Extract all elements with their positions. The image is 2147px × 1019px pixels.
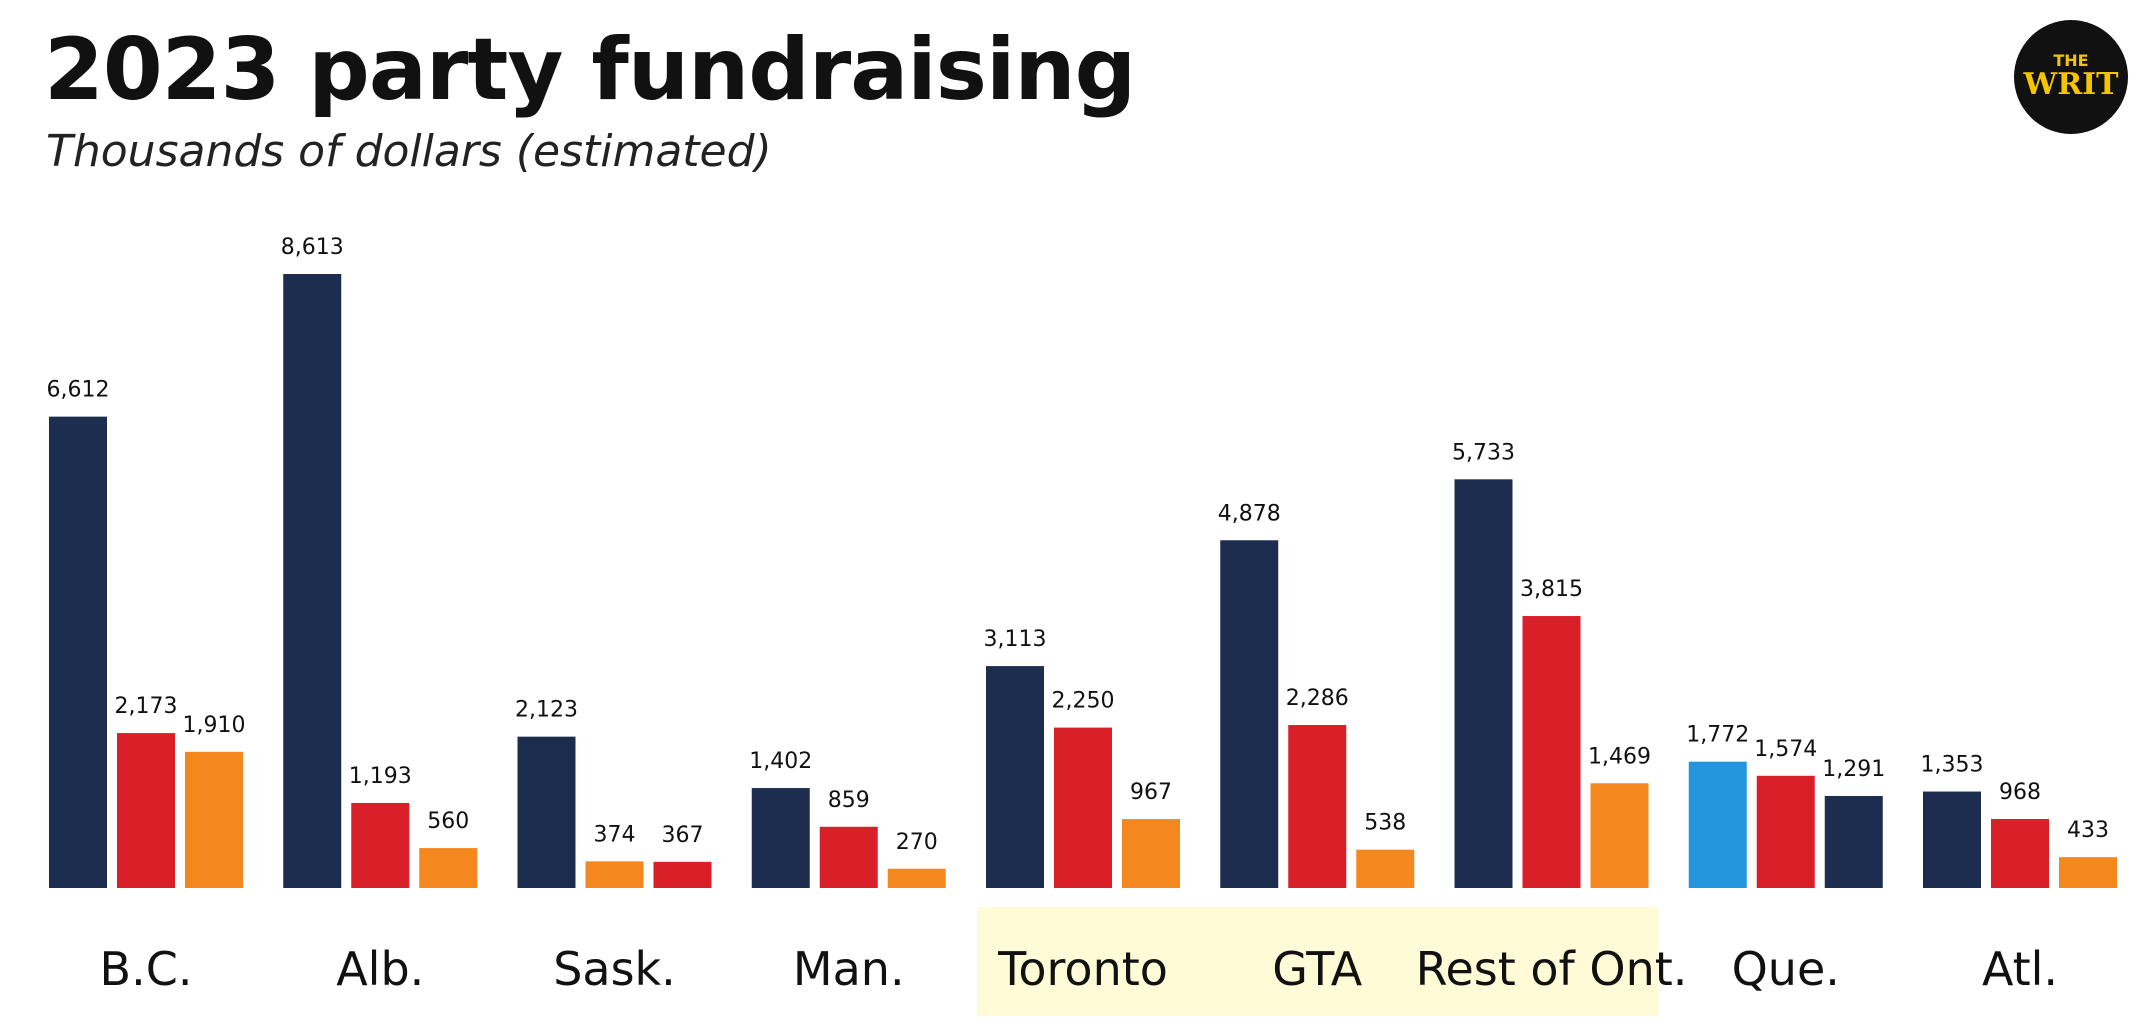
category-label: Toronto <box>997 942 1168 996</box>
bar-value-label: 1,193 <box>349 764 412 789</box>
bar-value-label: 2,286 <box>1286 686 1349 711</box>
bar <box>1122 819 1180 888</box>
bar-value-label: 538 <box>1364 811 1406 836</box>
ontario-highlight-band <box>977 907 1659 1016</box>
bar-value-label: 1,291 <box>1822 757 1885 782</box>
bar <box>2059 857 2117 888</box>
bar-value-label: 3,815 <box>1520 577 1583 602</box>
bar <box>887 868 946 888</box>
bar-value-label: 2,123 <box>515 698 578 723</box>
bar-value-label: 4,878 <box>1218 501 1281 526</box>
bar-value-label: 1,469 <box>1588 744 1651 769</box>
bar-value-label: 5,733 <box>1452 440 1515 465</box>
bar-value-label: 270 <box>896 830 938 855</box>
bar-value-label: 2,250 <box>1052 689 1115 714</box>
bar <box>653 861 712 888</box>
bar-value-label: 367 <box>662 823 704 848</box>
chart-title: 2023 party fundraising <box>44 20 1136 120</box>
bar <box>1054 727 1112 888</box>
logo-text-the: THE <box>2053 51 2088 70</box>
chart-subtitle: Thousands of dollars (estimated) <box>46 126 772 177</box>
category-label: Alb. <box>336 942 424 996</box>
bar-value-label: 8,613 <box>281 235 344 260</box>
bar-value-label: 1,353 <box>1921 753 1984 778</box>
bar <box>1991 818 2049 888</box>
bar <box>1288 725 1347 888</box>
the-writ-logo: THE WRIT <box>2014 20 2128 134</box>
bar <box>986 666 1044 888</box>
bar <box>751 788 810 888</box>
bar <box>1454 479 1513 888</box>
bar-value-label: 6,612 <box>47 378 110 403</box>
bar-value-label: 859 <box>828 788 870 813</box>
bar <box>1824 795 1883 888</box>
bar-value-label: 1,910 <box>183 713 246 738</box>
bar <box>1923 791 1981 888</box>
bar <box>185 751 243 888</box>
bar <box>49 416 107 888</box>
category-label: GTA <box>1272 942 1363 996</box>
bar <box>1522 616 1581 888</box>
logo-circle <box>2014 20 2128 134</box>
bar-value-label: 968 <box>1999 780 2041 805</box>
category-label: B.C. <box>100 942 193 996</box>
logo-text-writ: WRIT <box>2023 67 2120 102</box>
bar <box>419 848 478 888</box>
bar <box>585 861 644 888</box>
bar <box>517 736 576 888</box>
bar-value-label: 2,173 <box>115 694 178 719</box>
bar-value-label: 1,574 <box>1754 737 1817 762</box>
category-label: Atl. <box>1982 942 2058 996</box>
bar-value-label: 3,113 <box>984 627 1047 652</box>
bar <box>819 826 878 888</box>
bar <box>351 802 410 888</box>
category-label: Sask. <box>553 942 676 996</box>
bar <box>1590 783 1649 888</box>
category-label: Que. <box>1732 942 1840 996</box>
bar-value-label: 560 <box>427 809 469 834</box>
bar <box>1356 849 1415 888</box>
bar <box>1756 775 1815 888</box>
bar <box>1688 761 1747 888</box>
bar-value-label: 1,402 <box>749 749 812 774</box>
bar-value-label: 374 <box>594 822 636 847</box>
bar-value-label: 1,772 <box>1686 723 1749 748</box>
bar <box>283 274 342 888</box>
bar <box>1220 540 1279 888</box>
bar-value-label: 967 <box>1130 780 1172 805</box>
category-label: Rest of Ont. <box>1416 942 1688 996</box>
category-label: Man. <box>793 942 905 996</box>
bar-value-label: 433 <box>2067 818 2109 843</box>
bar <box>117 733 175 888</box>
